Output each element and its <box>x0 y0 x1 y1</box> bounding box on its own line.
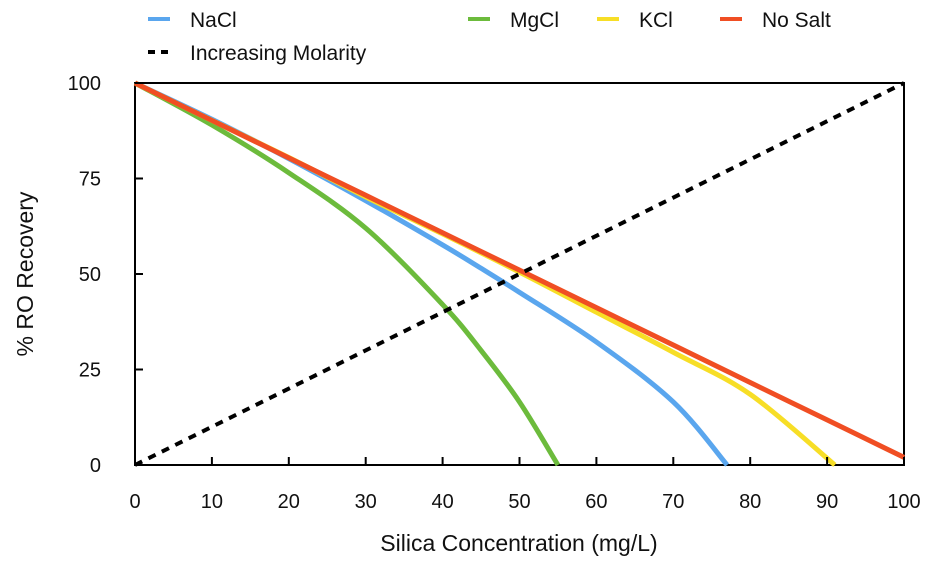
series-line-nacl <box>133 80 730 467</box>
legend: NaCl MgCl KCl No Salt Increasing Molarity <box>148 9 831 65</box>
y-tick-label: 50 <box>79 264 101 286</box>
x-tick-label: 0 <box>129 491 140 513</box>
x-tick-label: 60 <box>585 491 607 513</box>
legend-label: Increasing Molarity <box>190 42 367 65</box>
legend-label: No Salt <box>762 9 831 32</box>
legend-label: NaCl <box>190 9 237 32</box>
x-axis-title: Silica Concentration (mg/L) <box>380 530 657 556</box>
x-tick-label: 50 <box>508 491 530 513</box>
y-axis-ticks: 0 25 50 75 100 <box>68 73 143 477</box>
series-line-no-salt <box>133 80 906 460</box>
y-tick-label: 0 <box>90 455 101 477</box>
x-tick-label: 30 <box>355 491 377 513</box>
y-tick-label: 25 <box>79 360 101 382</box>
y-axis-title: % RO Recovery <box>12 191 38 356</box>
series-line-increasing-molarity <box>134 81 905 467</box>
x-tick-label: 80 <box>739 491 761 513</box>
x-tick-label: 70 <box>662 491 684 513</box>
plot-area: 0 10 20 30 40 50 60 70 80 90 100 0 25 50 75 100 <box>68 73 921 513</box>
x-tick-label: 100 <box>887 491 920 513</box>
x-tick-label: 10 <box>201 491 223 513</box>
legend-label: MgCl <box>510 9 559 32</box>
y-tick-label: 75 <box>79 169 101 191</box>
series-lines <box>133 80 906 467</box>
series-line-mgcl <box>133 80 561 467</box>
x-tick-label: 20 <box>278 491 300 513</box>
x-tick-label: 90 <box>816 491 838 513</box>
x-tick-label: 40 <box>431 491 453 513</box>
legend-label: KCl <box>639 9 673 32</box>
y-tick-label: 100 <box>68 73 101 95</box>
x-axis-ticks: 0 10 20 30 40 50 60 70 80 90 100 <box>129 457 921 513</box>
